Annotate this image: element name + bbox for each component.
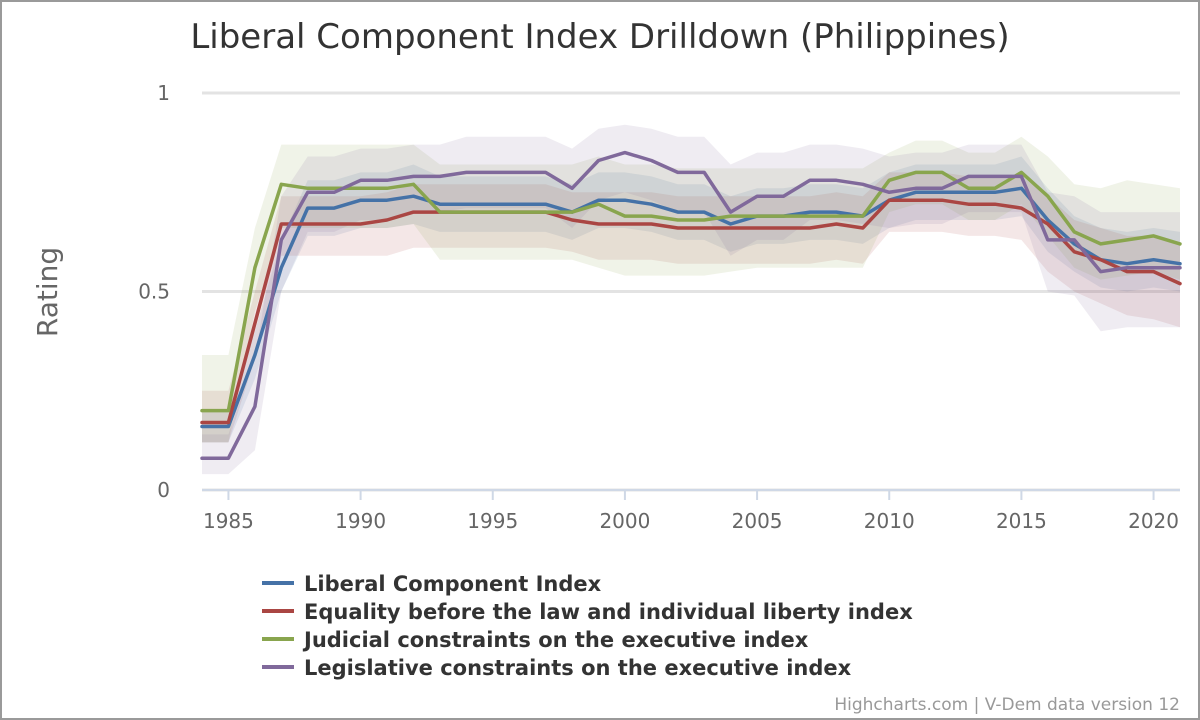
y-axis-title: Rating <box>31 247 64 337</box>
legend-item-2[interactable]: Judicial constraints on the executive in… <box>262 628 809 652</box>
legend-label: Legislative constraints on the executive… <box>304 656 852 680</box>
legend-label: Equality before the law and individual l… <box>304 600 913 624</box>
line-series-0[interactable] <box>200 186 1182 429</box>
band-series-3 <box>202 124 1180 475</box>
x-tick-label: 1985 <box>203 509 254 533</box>
x-tick-label: 2000 <box>599 509 650 533</box>
x-tick-label: 1995 <box>467 509 518 533</box>
band-series-0 <box>202 156 1180 443</box>
line-series-1[interactable] <box>200 198 1182 425</box>
y-tick-label: 0.5 <box>138 280 170 304</box>
y-tick-label: 1 <box>157 81 170 105</box>
x-tick-label: 2015 <box>996 509 1047 533</box>
series-lines <box>200 150 1182 460</box>
legend-item-0[interactable]: Liberal Component Index <box>262 572 602 596</box>
band-series-1 <box>202 172 1180 443</box>
y-axis-labels: 00.51 <box>138 81 170 502</box>
x-tick-label: 2020 <box>1128 509 1179 533</box>
legend: Liberal Component Index Equality before t… <box>262 572 913 680</box>
x-tick-label: 2010 <box>864 509 915 533</box>
y-tick-label: 0 <box>157 478 170 502</box>
x-axis: 1985 1990 1995 2000 2005 2010 2015 2020 <box>202 489 1180 533</box>
chart-title: Liberal Component Index Drilldown (Phili… <box>190 17 1009 57</box>
legend-label: Liberal Component Index <box>304 572 602 596</box>
x-tick-label: 1990 <box>335 509 386 533</box>
confidence-bands <box>202 124 1180 475</box>
x-tick-label: 2005 <box>732 509 783 533</box>
legend-label: Judicial constraints on the executive in… <box>302 628 809 652</box>
legend-item-1[interactable]: Equality before the law and individual l… <box>262 600 913 624</box>
credits[interactable]: Highcharts.com | V-Dem data version 12 <box>834 695 1180 715</box>
legend-item-3[interactable]: Legislative constraints on the executive… <box>262 656 852 680</box>
line-series-3[interactable] <box>200 150 1182 460</box>
